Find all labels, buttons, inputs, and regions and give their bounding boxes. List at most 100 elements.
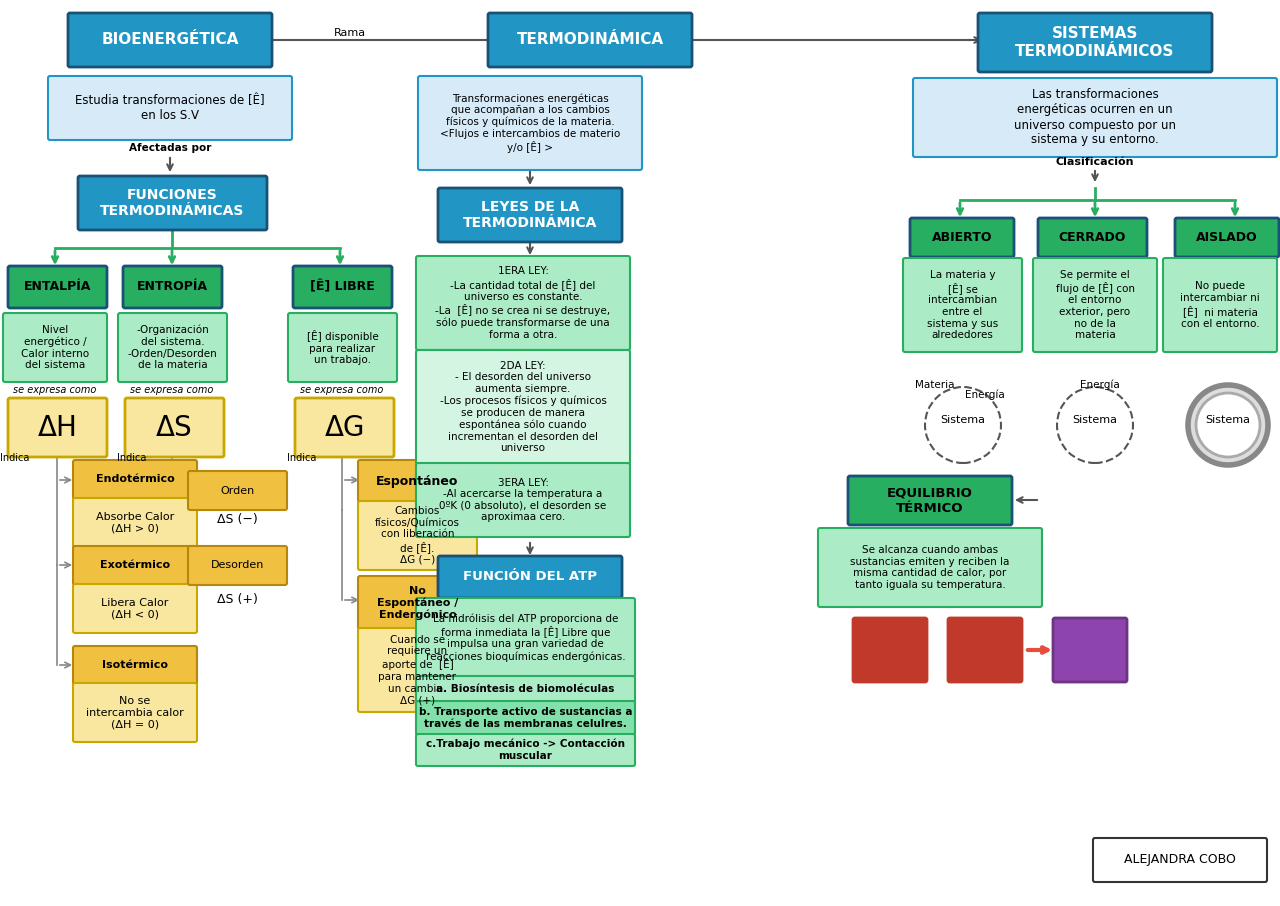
FancyBboxPatch shape	[416, 463, 630, 537]
Text: Clasificación: Clasificación	[1056, 157, 1134, 167]
Text: Isotérmico: Isotérmico	[102, 660, 168, 670]
FancyBboxPatch shape	[294, 398, 394, 457]
Text: No
Espontáneo /
Endergónico: No Espontáneo / Endergónico	[376, 586, 458, 621]
Text: se expresa como: se expresa como	[301, 385, 384, 395]
Text: se expresa como: se expresa como	[131, 385, 214, 395]
Text: CERRADO: CERRADO	[1059, 231, 1126, 244]
Text: BIOENERGÉTICA: BIOENERGÉTICA	[101, 33, 238, 47]
FancyBboxPatch shape	[1093, 838, 1267, 882]
FancyBboxPatch shape	[1164, 258, 1277, 352]
Text: No se
intercambia calor
(ΔH = 0): No se intercambia calor (ΔH = 0)	[86, 696, 184, 729]
Text: c.Trabajo mecánico -> Contacción
muscular: c.Trabajo mecánico -> Contacción muscula…	[426, 739, 625, 761]
Text: Sistema: Sistema	[1206, 415, 1251, 425]
FancyBboxPatch shape	[909, 643, 919, 677]
FancyBboxPatch shape	[849, 476, 1012, 525]
Circle shape	[925, 387, 1001, 463]
Text: FUNCIONES
TERMODINÁMICAS: FUNCIONES TERMODINÁMICAS	[100, 188, 244, 218]
FancyBboxPatch shape	[901, 643, 911, 677]
Text: ENTROPÍA: ENTROPÍA	[137, 281, 207, 294]
FancyBboxPatch shape	[852, 618, 927, 682]
FancyBboxPatch shape	[874, 623, 884, 677]
Text: LEYES DE LA
TERMODINÁMICA: LEYES DE LA TERMODINÁMICA	[463, 200, 598, 230]
FancyBboxPatch shape	[73, 546, 197, 585]
FancyBboxPatch shape	[858, 623, 868, 677]
FancyBboxPatch shape	[73, 646, 197, 685]
FancyBboxPatch shape	[416, 350, 630, 464]
FancyBboxPatch shape	[68, 13, 273, 67]
FancyBboxPatch shape	[125, 398, 224, 457]
Text: -Organización
del sistema.
-Orden/Desorden
de la materia: -Organización del sistema. -Orden/Desord…	[128, 325, 218, 371]
Text: Rama: Rama	[334, 28, 366, 38]
Text: Indica: Indica	[118, 453, 147, 463]
FancyBboxPatch shape	[1038, 218, 1147, 257]
Text: Las transformaciones
energéticas ocurren en un
universo compuesto por un
sistema: Las transformaciones energéticas ocurren…	[1014, 89, 1176, 147]
FancyBboxPatch shape	[910, 218, 1014, 257]
FancyBboxPatch shape	[1053, 618, 1126, 682]
Text: Transformaciones energéticas
que acompañan a los cambios
físicos y químicos de l: Transformaciones energéticas que acompañ…	[440, 93, 620, 153]
FancyBboxPatch shape	[73, 460, 197, 499]
Text: La hidrólisis del ATP proporciona de
forma inmediata la [Ê] Libre que
impulsa un: La hidrólisis del ATP proporciona de for…	[426, 613, 626, 661]
Text: Absorbe Calor
(ΔH > 0): Absorbe Calor (ΔH > 0)	[96, 512, 174, 534]
FancyBboxPatch shape	[293, 266, 392, 308]
Text: EQUILIBRIO
TÉRMICO: EQUILIBRIO TÉRMICO	[887, 487, 973, 515]
Text: Indica: Indica	[287, 453, 316, 463]
Text: Exotérmico: Exotérmico	[100, 561, 170, 571]
Text: Estudia transformaciones de [Ê]
en los S.V: Estudia transformaciones de [Ê] en los S…	[76, 94, 265, 122]
Text: La materia y
[Ê] se
intercambian
entre el
sistema y sus
alrededores: La materia y [Ê] se intercambian entre e…	[927, 270, 998, 340]
Text: ΔG: ΔG	[324, 413, 365, 441]
FancyBboxPatch shape	[358, 501, 477, 570]
FancyBboxPatch shape	[416, 734, 635, 766]
FancyBboxPatch shape	[902, 258, 1021, 352]
Text: ABIERTO: ABIERTO	[932, 231, 992, 244]
Text: Libera Calor
(ΔH < 0): Libera Calor (ΔH < 0)	[101, 598, 169, 620]
FancyBboxPatch shape	[49, 76, 292, 140]
Text: Se alcanza cuando ambas
sustancias emiten y reciben la
misma cantidad de calor, : Se alcanza cuando ambas sustancias emite…	[850, 545, 1010, 590]
Text: [Ê] LIBRE: [Ê] LIBRE	[310, 281, 375, 294]
Text: 2DA LEY:
- El desorden del universo
aumenta siempre.
-Los procesos físicos y quí: 2DA LEY: - El desorden del universo aume…	[439, 361, 607, 453]
Text: ALEJANDRA COBO: ALEJANDRA COBO	[1124, 853, 1236, 866]
Text: Energía: Energía	[1080, 380, 1120, 390]
Text: Sistema: Sistema	[1073, 415, 1117, 425]
Text: Afectadas por: Afectadas por	[129, 143, 211, 153]
Text: Sistema: Sistema	[941, 415, 986, 425]
FancyBboxPatch shape	[913, 78, 1277, 157]
Text: ΔS: ΔS	[156, 413, 193, 441]
Circle shape	[1188, 385, 1268, 465]
Text: Endotérmico: Endotérmico	[96, 475, 174, 485]
FancyBboxPatch shape	[488, 13, 692, 67]
Text: [Ê] disponible
para realizar
un trabajo.: [Ê] disponible para realizar un trabajo.	[307, 330, 379, 365]
Text: ΔS (−): ΔS (−)	[216, 514, 257, 526]
FancyBboxPatch shape	[1033, 258, 1157, 352]
FancyBboxPatch shape	[893, 643, 902, 677]
FancyBboxPatch shape	[358, 576, 477, 630]
Text: ENTALPÍA: ENTALPÍA	[24, 281, 91, 294]
FancyBboxPatch shape	[416, 701, 635, 735]
Text: a. Biosíntesis de biomoléculas: a. Biosíntesis de biomoléculas	[436, 684, 614, 694]
Text: Desorden: Desorden	[211, 561, 264, 571]
FancyBboxPatch shape	[123, 266, 221, 308]
FancyBboxPatch shape	[416, 256, 630, 350]
Text: No puede
intercambiar ni
[Ê]  ni materia
con el entorno.: No puede intercambiar ni [Ê] ni materia …	[1180, 282, 1260, 329]
Circle shape	[1057, 387, 1133, 463]
FancyBboxPatch shape	[8, 398, 108, 457]
FancyBboxPatch shape	[438, 188, 622, 242]
Text: Nivel
energético /
Calor interno
del sistema: Nivel energético / Calor interno del sis…	[20, 324, 90, 371]
Text: TERMODINÁMICA: TERMODINÁMICA	[516, 33, 663, 47]
FancyBboxPatch shape	[948, 618, 1021, 682]
Text: AISLADO: AISLADO	[1197, 231, 1258, 244]
Text: b. Transporte activo de sustancias a
través de las membranas celulres.: b. Transporte activo de sustancias a tra…	[419, 708, 632, 728]
Text: SISTEMAS
TERMODINÁMICOS: SISTEMAS TERMODINÁMICOS	[1015, 26, 1175, 59]
FancyBboxPatch shape	[188, 471, 287, 510]
FancyBboxPatch shape	[3, 313, 108, 382]
Text: se expresa como: se expresa como	[13, 385, 97, 395]
Text: Energía: Energía	[965, 390, 1005, 400]
Text: Orden: Orden	[220, 486, 255, 496]
Text: Cuando se
requiere un
aporte de  [Ê]
para mantener
un cambio.
ΔG (+): Cuando se requiere un aporte de [Ê] para…	[379, 635, 457, 705]
FancyBboxPatch shape	[288, 313, 397, 382]
FancyBboxPatch shape	[73, 498, 197, 547]
FancyBboxPatch shape	[358, 460, 477, 502]
FancyBboxPatch shape	[419, 76, 643, 170]
FancyBboxPatch shape	[73, 683, 197, 742]
Text: Cambios
físicos/Químicos
con liberación
de [Ê].
ΔG (−): Cambios físicos/Químicos con liberación …	[375, 506, 460, 564]
FancyBboxPatch shape	[78, 176, 268, 230]
